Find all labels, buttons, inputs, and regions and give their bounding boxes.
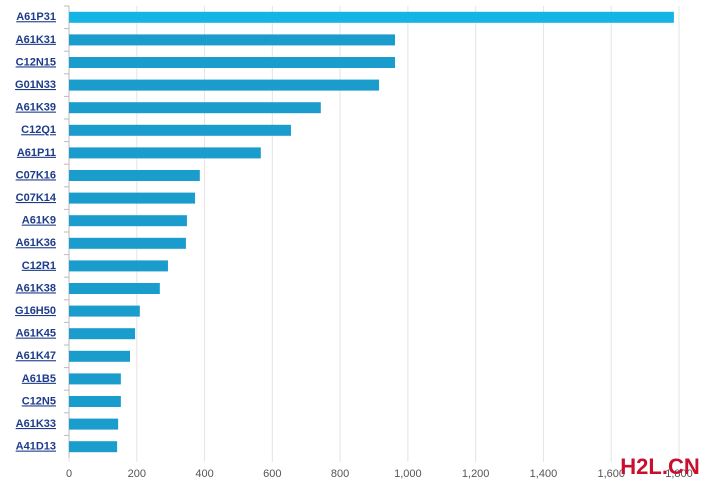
x-tick-label: 1,400 xyxy=(530,468,558,480)
y-tick-label: C12Q1 xyxy=(21,124,56,136)
y-tick-label: C12R1 xyxy=(22,260,56,272)
bar xyxy=(69,260,168,272)
y-tick-label: C12N5 xyxy=(22,395,56,407)
bar xyxy=(69,147,261,159)
bar xyxy=(69,79,380,91)
x-tick-label: 1,800 xyxy=(665,468,693,480)
y-tick-label: A61K31 xyxy=(16,34,56,46)
x-tick-label: 400 xyxy=(195,468,213,480)
y-tick-label: A41D13 xyxy=(16,441,56,453)
x-tick-label: 1,600 xyxy=(597,468,625,480)
watermark: H2L.CN xyxy=(620,454,699,479)
x-tick-label: 200 xyxy=(128,468,146,480)
bar xyxy=(69,192,196,204)
y-tick-label: A61K39 xyxy=(16,102,56,114)
bar xyxy=(69,328,136,340)
bar xyxy=(69,34,396,46)
y-tick-label: A61K36 xyxy=(16,237,56,249)
bar xyxy=(69,441,118,453)
bar xyxy=(69,350,130,362)
bar xyxy=(69,215,187,227)
bar xyxy=(69,283,160,294)
y-tick-label: C07K14 xyxy=(16,192,57,204)
y-tick-label: A61K9 xyxy=(22,215,56,227)
y-tick-label: A61K47 xyxy=(16,350,56,362)
y-tick-label: A61P11 xyxy=(17,147,56,159)
y-tick-label: A61P31 xyxy=(16,11,56,23)
x-tick-label: 800 xyxy=(331,468,349,480)
y-tick-label: A61K38 xyxy=(16,282,56,294)
y-tick-label: C07K16 xyxy=(16,169,56,181)
y-tick-label: G01N33 xyxy=(15,79,56,91)
bar xyxy=(69,373,121,385)
bar xyxy=(69,396,121,407)
bar xyxy=(69,124,291,136)
x-tick-label: 0 xyxy=(66,468,72,480)
bar xyxy=(69,418,119,430)
bar xyxy=(69,170,200,181)
x-tick-label: 1,200 xyxy=(462,468,490,480)
x-tick-label: 1,000 xyxy=(394,468,422,480)
bar xyxy=(69,57,396,68)
bar xyxy=(69,102,321,114)
y-tick-label: A61B5 xyxy=(22,373,56,385)
bar xyxy=(69,11,674,23)
y-tick-label: A61K45 xyxy=(16,328,56,340)
bar xyxy=(69,237,186,249)
y-tick-label: G16H50 xyxy=(15,305,56,317)
y-tick-label: C12N15 xyxy=(16,56,56,68)
x-tick-label: 600 xyxy=(263,468,281,480)
y-tick-label: A61K33 xyxy=(16,418,56,430)
bar xyxy=(69,305,140,317)
